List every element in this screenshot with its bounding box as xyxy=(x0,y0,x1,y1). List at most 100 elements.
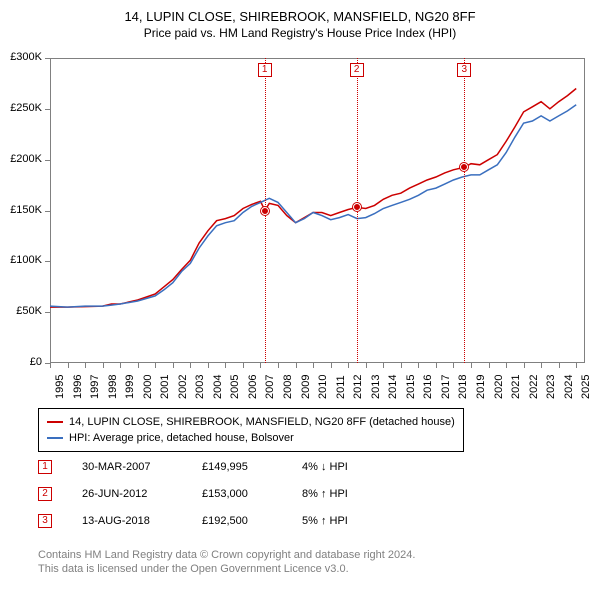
marker-number-box: 2 xyxy=(38,487,52,501)
legend-label: HPI: Average price, detached house, Bols… xyxy=(69,432,294,444)
ytick-label: £250K xyxy=(0,102,42,114)
xtick-mark xyxy=(366,363,367,368)
sale-date: 26-JUN-2012 xyxy=(82,488,172,500)
sales-row: 2 26-JUN-2012 £153,000 8% ↑ HPI xyxy=(38,487,382,501)
xtick-mark xyxy=(50,363,51,368)
xtick-mark xyxy=(418,363,419,368)
sales-row: 1 30-MAR-2007 £149,995 4% ↓ HPI xyxy=(38,460,382,474)
xtick-label: 2016 xyxy=(422,375,434,399)
marker-number-box: 1 xyxy=(258,63,272,77)
sale-delta: 8% ↑ HPI xyxy=(302,488,382,500)
legend-swatch xyxy=(47,421,63,423)
xtick-mark xyxy=(120,363,121,368)
xtick-label: 2000 xyxy=(142,375,154,399)
xtick-mark xyxy=(103,363,104,368)
xtick-mark xyxy=(576,363,577,368)
xtick-mark xyxy=(401,363,402,368)
sale-price: £149,995 xyxy=(202,461,272,473)
xtick-label: 2013 xyxy=(370,375,382,399)
xtick-label: 2024 xyxy=(563,375,575,399)
xtick-mark xyxy=(541,363,542,368)
xtick-label: 2017 xyxy=(440,375,452,399)
xtick-mark xyxy=(506,363,507,368)
ytick-label: £300K xyxy=(0,51,42,63)
xtick-label: 2018 xyxy=(457,375,469,399)
attribution-line-1: Contains HM Land Registry data © Crown c… xyxy=(38,548,415,562)
legend-item: HPI: Average price, detached house, Bols… xyxy=(47,430,455,446)
xtick-label: 1998 xyxy=(107,375,119,399)
marker-number-box: 1 xyxy=(38,460,52,474)
series-svg xyxy=(0,0,600,590)
xtick-label: 2005 xyxy=(229,375,241,399)
xtick-label: 2022 xyxy=(528,375,540,399)
xtick-label: 2020 xyxy=(493,375,505,399)
xtick-mark xyxy=(260,363,261,368)
ytick-mark xyxy=(45,58,50,59)
sale-price: £153,000 xyxy=(202,488,272,500)
xtick-label: 1995 xyxy=(54,375,66,399)
xtick-mark xyxy=(453,363,454,368)
xtick-label: 2011 xyxy=(335,375,347,399)
xtick-mark xyxy=(85,363,86,368)
ytick-label: £200K xyxy=(0,153,42,165)
xtick-label: 2004 xyxy=(212,375,224,399)
xtick-label: 2002 xyxy=(177,375,189,399)
sale-price: £192,500 xyxy=(202,515,272,527)
attribution: Contains HM Land Registry data © Crown c… xyxy=(38,548,415,577)
legend-swatch xyxy=(47,437,63,439)
ytick-mark xyxy=(45,261,50,262)
xtick-label: 1997 xyxy=(89,375,101,399)
ytick-label: £0 xyxy=(0,356,42,368)
xtick-mark xyxy=(68,363,69,368)
xtick-mark xyxy=(348,363,349,368)
sale-delta: 4% ↓ HPI xyxy=(302,461,382,473)
ytick-mark xyxy=(45,211,50,212)
xtick-label: 2009 xyxy=(300,375,312,399)
xtick-mark xyxy=(296,363,297,368)
xtick-label: 2025 xyxy=(580,375,592,399)
figure: 14, LUPIN CLOSE, SHIREBROOK, MANSFIELD, … xyxy=(0,0,600,590)
ytick-label: £100K xyxy=(0,254,42,266)
xtick-mark xyxy=(489,363,490,368)
xtick-mark xyxy=(138,363,139,368)
series-line xyxy=(50,105,576,307)
xtick-label: 2001 xyxy=(159,375,171,399)
xtick-mark xyxy=(331,363,332,368)
xtick-mark xyxy=(208,363,209,368)
xtick-label: 2014 xyxy=(387,375,399,399)
legend-label: 14, LUPIN CLOSE, SHIREBROOK, MANSFIELD, … xyxy=(69,416,455,428)
xtick-mark xyxy=(471,363,472,368)
xtick-mark xyxy=(313,363,314,368)
xtick-mark xyxy=(173,363,174,368)
xtick-mark xyxy=(225,363,226,368)
marker-number-box: 3 xyxy=(457,63,471,77)
ytick-mark xyxy=(45,312,50,313)
xtick-label: 2023 xyxy=(545,375,557,399)
marker-line xyxy=(464,58,465,363)
legend: 14, LUPIN CLOSE, SHIREBROOK, MANSFIELD, … xyxy=(38,408,464,452)
xtick-mark xyxy=(559,363,560,368)
sale-date: 13-AUG-2018 xyxy=(82,515,172,527)
xtick-label: 1999 xyxy=(124,375,136,399)
xtick-label: 2007 xyxy=(264,375,276,399)
ytick-label: £50K xyxy=(0,305,42,317)
marker-number-box: 3 xyxy=(38,514,52,528)
xtick-mark xyxy=(524,363,525,368)
ytick-label: £150K xyxy=(0,204,42,216)
xtick-label: 2015 xyxy=(405,375,417,399)
ytick-mark xyxy=(45,160,50,161)
xtick-mark xyxy=(190,363,191,368)
xtick-label: 2019 xyxy=(475,375,487,399)
xtick-mark xyxy=(383,363,384,368)
xtick-mark xyxy=(243,363,244,368)
xtick-label: 2010 xyxy=(317,375,329,399)
xtick-label: 1996 xyxy=(72,375,84,399)
legend-item: 14, LUPIN CLOSE, SHIREBROOK, MANSFIELD, … xyxy=(47,414,455,430)
series-line xyxy=(50,89,576,308)
xtick-label: 2006 xyxy=(247,375,259,399)
marker-dot xyxy=(261,207,269,215)
xtick-label: 2012 xyxy=(352,375,364,399)
ytick-mark xyxy=(45,109,50,110)
xtick-mark xyxy=(155,363,156,368)
sale-date: 30-MAR-2007 xyxy=(82,461,172,473)
